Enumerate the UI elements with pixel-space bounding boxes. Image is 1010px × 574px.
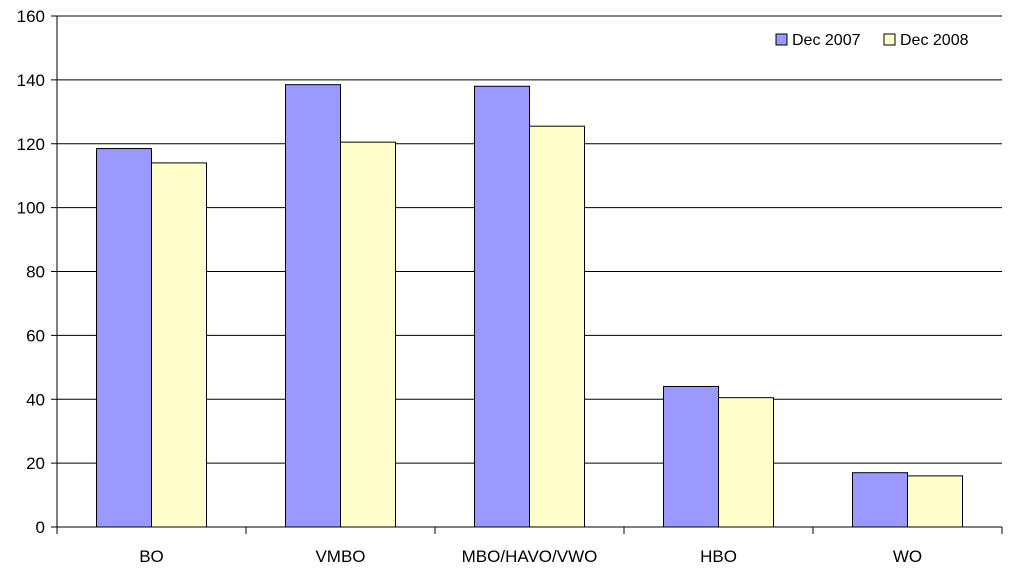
x-tick-label: WO xyxy=(893,547,922,566)
x-tick-label: HBO xyxy=(700,547,737,566)
y-tick-labels: 0 20 40 60 80 100 120 140 160 xyxy=(17,7,45,537)
legend: Dec 2007 Dec 2008 xyxy=(775,32,969,49)
axes xyxy=(51,15,1003,534)
y-tick-label: 140 xyxy=(17,71,45,90)
y-tick-label: 20 xyxy=(26,454,45,473)
y-tick-label: 120 xyxy=(17,135,45,154)
y-tick-label: 40 xyxy=(26,390,45,409)
x-tick-labels: BO VMBO MBO/HAVO/VWO HBO WO xyxy=(139,547,922,566)
x-tick-label: BO xyxy=(139,547,164,566)
bar-bo-series-2 xyxy=(151,162,207,528)
bar-wo-series-2 xyxy=(907,475,963,528)
bar-hbo-series-1 xyxy=(663,385,719,528)
legend-label-1: Dec 2007 xyxy=(792,32,861,49)
bar-bo-series-1 xyxy=(96,148,152,528)
bar-vmbo-series-2 xyxy=(340,141,396,528)
bar-mbo-havo-vwo-series-1 xyxy=(474,85,530,528)
x-tick-label: VMBO xyxy=(315,547,365,566)
y-tick-label: 160 xyxy=(17,7,45,26)
y-tick-label: 80 xyxy=(26,263,45,282)
bar-vmbo-series-1 xyxy=(285,84,341,528)
y-tick-label: 100 xyxy=(17,199,45,218)
y-tick-label: 0 xyxy=(36,518,45,537)
y-tick-label: 60 xyxy=(26,326,45,345)
bar-mbo-havo-vwo-series-2 xyxy=(529,125,585,528)
bar-wo-series-1 xyxy=(852,472,908,528)
x-tick-label: MBO/HAVO/VWO xyxy=(462,547,598,566)
legend-swatch-1 xyxy=(775,33,788,46)
bars xyxy=(96,84,963,528)
bar-hbo-series-2 xyxy=(718,397,774,528)
legend-label-2: Dec 2008 xyxy=(900,32,969,49)
legend-swatch-2 xyxy=(883,33,896,46)
